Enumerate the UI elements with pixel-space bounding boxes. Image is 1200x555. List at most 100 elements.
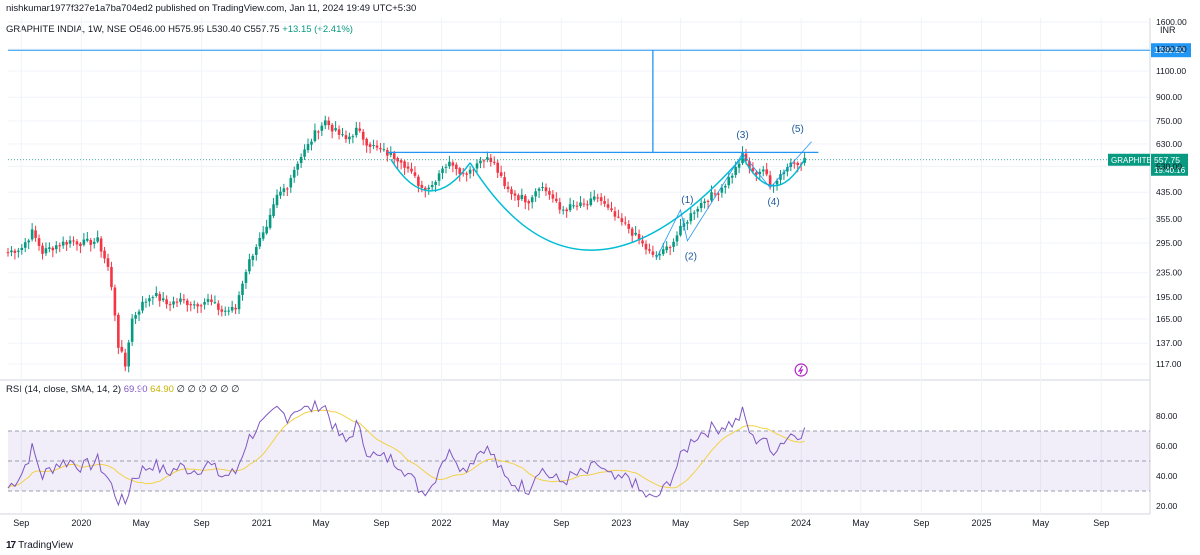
candle-body	[23, 242, 27, 248]
elliott-label: (2)	[685, 251, 697, 262]
candle-body	[154, 292, 158, 297]
candle-body	[20, 247, 24, 250]
candle-body	[779, 174, 782, 180]
candle-body	[54, 245, 58, 250]
candle-body	[706, 200, 710, 202]
last-price-label: 557.75	[1154, 155, 1180, 165]
candle-body	[630, 228, 634, 236]
candle-body	[213, 302, 217, 304]
countdown-label: 19:40:16	[1154, 166, 1186, 175]
x-tick-label: 2024	[791, 518, 811, 528]
candle-body	[651, 251, 655, 255]
candle-body	[627, 224, 631, 229]
candle-body	[358, 128, 362, 131]
candle-body	[713, 193, 717, 195]
candle-body	[396, 158, 399, 162]
rsi-label[interactable]: RSI (14, close, SMA, 14, 2)	[6, 384, 122, 395]
candle-body	[286, 188, 289, 190]
candle-body	[299, 156, 303, 164]
candle-body	[27, 240, 30, 243]
y-tick-label: 295.00	[1156, 238, 1182, 248]
candle-body	[89, 240, 93, 245]
candle-body	[179, 298, 182, 302]
main-cup-arc	[469, 156, 744, 251]
candle-body	[244, 272, 248, 283]
candle-body	[737, 163, 741, 168]
candle-body	[506, 186, 510, 189]
elliott-wave-line	[655, 141, 812, 259]
x-tick-label: May	[312, 518, 330, 528]
candle-body	[79, 243, 82, 247]
candle-body	[534, 191, 537, 197]
candle-body	[172, 301, 175, 305]
candle-body	[165, 299, 168, 305]
candle-body	[361, 131, 365, 140]
candle-body	[461, 172, 465, 174]
candle-body	[348, 136, 351, 140]
candle-body	[106, 258, 110, 267]
candle-body	[579, 202, 582, 207]
candle-body	[261, 232, 265, 239]
candle-body	[434, 181, 437, 185]
candle-body	[548, 191, 551, 195]
candle-body	[417, 176, 420, 186]
candle-body	[351, 136, 355, 138]
currency-label: INR	[1160, 25, 1176, 35]
candle-body	[258, 237, 262, 247]
candle-body	[323, 120, 327, 126]
candle-body	[389, 152, 393, 155]
candle-body	[606, 204, 610, 208]
candle-body	[44, 248, 48, 254]
candle-body	[420, 184, 424, 188]
candle-body	[792, 162, 796, 164]
candle-body	[437, 173, 441, 181]
elliott-label: (1)	[681, 195, 693, 206]
candle-body	[199, 305, 203, 307]
candle-body	[399, 160, 403, 163]
candle-body	[637, 234, 641, 241]
y-tick-label: 1100.00	[1156, 66, 1186, 76]
candle-body	[82, 239, 86, 245]
last-price-tag	[1151, 153, 1188, 176]
candle-body	[337, 129, 341, 135]
candle-body	[775, 180, 779, 185]
candle-body	[61, 241, 65, 246]
candle-body	[220, 309, 224, 312]
candle-body	[413, 172, 417, 176]
candle-body	[110, 267, 113, 288]
candle-body	[203, 302, 206, 305]
candle-body	[479, 160, 482, 164]
y-tick-label: 530.00	[1156, 161, 1182, 171]
candle-body	[672, 241, 675, 247]
symbol-name[interactable]: GRAPHITE INDIA, 1W, NSE	[6, 24, 127, 35]
y-tick-label: 137.00	[1156, 338, 1182, 348]
candle-body	[786, 167, 789, 172]
x-tick-label: Sep	[1093, 518, 1109, 528]
candle-body	[423, 187, 427, 191]
rsi-legend: RSI (14, close, SMA, 14, 2) 69.90 64.90 …	[6, 384, 239, 395]
candle-body	[592, 196, 596, 200]
candle-body	[513, 193, 517, 196]
candle-body	[41, 245, 44, 254]
candle-body	[189, 304, 193, 306]
candle-body	[686, 222, 689, 224]
candle-body	[448, 161, 451, 167]
rsi-pane	[7, 399, 1150, 507]
x-tick-label: 2023	[611, 518, 631, 528]
x-tick-label: 2022	[432, 518, 452, 528]
candle-body	[575, 205, 579, 207]
footer-brand[interactable]: TradingView	[18, 540, 74, 551]
candle-body	[175, 301, 179, 303]
candle-body	[641, 240, 644, 244]
candle-body	[268, 214, 272, 228]
candle-body	[75, 241, 79, 245]
candle-body	[527, 201, 531, 204]
candle-body	[313, 130, 317, 141]
candle-body	[589, 198, 593, 206]
candle-body	[182, 299, 186, 301]
candle-body	[51, 247, 55, 251]
candle-body	[734, 167, 737, 176]
candle-body	[699, 202, 703, 209]
candle-body	[410, 168, 413, 172]
